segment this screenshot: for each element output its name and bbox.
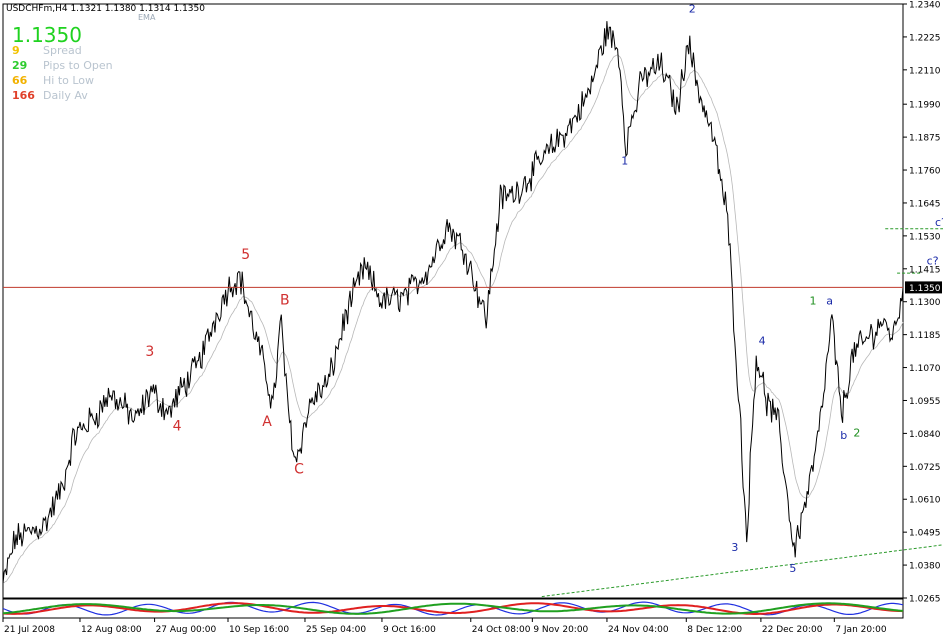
wave-label: b bbox=[840, 429, 847, 442]
x-tick-label: 7 Jan 20:00 bbox=[835, 625, 887, 635]
y-tick-label: 1.0265 bbox=[909, 595, 941, 605]
stat-label: Hi to Low bbox=[43, 74, 95, 87]
x-tick-label: 24 Nov 04:00 bbox=[608, 625, 669, 635]
current-price-badge-label: 1.1350 bbox=[909, 284, 941, 294]
x-tick-label: 9 Oct 16:00 bbox=[383, 625, 436, 635]
y-tick-label: 1.2340 bbox=[909, 1, 941, 11]
wave-label: 3 bbox=[731, 541, 738, 554]
wave-label: c? bbox=[927, 255, 939, 268]
current-price-line: 1.1350 bbox=[3, 281, 942, 294]
y-tick-label: 1.1760 bbox=[909, 167, 941, 177]
y-tick-label: 1.1990 bbox=[909, 101, 941, 111]
stat-hi-to-low: 66 Hi to Low bbox=[12, 74, 94, 87]
y-tick-label: 1.1415 bbox=[909, 265, 941, 275]
wave-label: 4 bbox=[759, 335, 766, 348]
x-tick-label: 24 Oct 08:00 bbox=[472, 625, 531, 635]
trendlines bbox=[541, 228, 943, 598]
price-series bbox=[2, 21, 904, 584]
wave-label: 1 bbox=[810, 295, 817, 308]
stat-value: 66 bbox=[12, 74, 28, 87]
y-tick-label: 1.0495 bbox=[909, 529, 941, 539]
x-tick-label: 12 Aug 08:00 bbox=[81, 625, 142, 635]
stat-label: Pips to Open bbox=[43, 59, 113, 72]
wave-label: 2 bbox=[853, 426, 860, 439]
x-tick-label: 25 Sep 04:00 bbox=[306, 625, 366, 635]
wave-labels: 3 4 5 B A C 1 2 3 4 5 a b c? c? 1 2 bbox=[145, 3, 943, 576]
y-tick-label: 1.0380 bbox=[909, 562, 941, 572]
y-tick-label: 1.1530 bbox=[909, 232, 941, 242]
x-tick-label: 27 Aug 00:00 bbox=[156, 625, 217, 635]
stat-value: 29 bbox=[12, 59, 28, 72]
wave-label: 4 bbox=[173, 419, 182, 435]
price-line bbox=[2, 21, 904, 584]
oscillator-line bbox=[2, 602, 904, 615]
wave-label: A bbox=[262, 414, 272, 430]
x-tick-label: 8 Dec 12:00 bbox=[687, 625, 742, 635]
symbol-line: USDCHFm,H4 1.1321 1.1380 1.1314 1.1350 bbox=[6, 4, 205, 14]
x-tick-label: 22 Dec 20:00 bbox=[762, 625, 823, 635]
wave-label: 1 bbox=[621, 154, 628, 167]
stat-pips-to-open: 29 Pips to Open bbox=[12, 59, 113, 72]
plot-frame bbox=[2, 3, 904, 599]
x-tick-label: 21 Jul 2008 bbox=[4, 625, 55, 635]
stat-spread: 9 Spread bbox=[12, 44, 82, 57]
oscillator-line bbox=[2, 602, 904, 615]
x-tick-label: 10 Sep 16:00 bbox=[229, 625, 289, 635]
wave-label: c? bbox=[935, 216, 943, 229]
stat-label: Spread bbox=[43, 44, 82, 57]
y-tick-label: 1.1070 bbox=[909, 364, 941, 374]
y-tick-label: 1.0610 bbox=[909, 496, 941, 506]
y-tick-label: 1.1300 bbox=[909, 298, 941, 308]
stat-daily-av: 166 Daily Av bbox=[12, 89, 88, 102]
y-axis: 1.2340 1.2225 1.2110 1.1990 1.1875 1.1760 1.16… bbox=[903, 1, 941, 605]
x-axis: 21 Jul 2008 12 Aug 08:00 27 Aug 00:00 10 Se… bbox=[2, 618, 887, 635]
y-tick-label: 1.0840 bbox=[909, 430, 941, 440]
ema-label: EMA bbox=[138, 13, 156, 22]
stat-label: Daily Av bbox=[43, 89, 88, 102]
wave-label: B bbox=[280, 293, 290, 309]
current-price-big: 1.1350 bbox=[12, 23, 82, 47]
y-tick-label: 1.1645 bbox=[909, 199, 941, 209]
oscillator-panel bbox=[2, 601, 904, 616]
y-tick-label: 1.2110 bbox=[909, 66, 941, 76]
wave-label: 5 bbox=[789, 562, 796, 575]
wave-label: 3 bbox=[145, 344, 154, 360]
y-tick-label: 1.1185 bbox=[909, 331, 941, 341]
wave-label: a bbox=[826, 295, 833, 308]
y-tick-label: 1.0725 bbox=[909, 463, 941, 473]
stat-value: 166 bbox=[12, 89, 35, 102]
x-tick-label: 9 Nov 20:00 bbox=[533, 625, 588, 635]
current-price-badge bbox=[905, 281, 942, 294]
wave-label: 5 bbox=[241, 247, 250, 263]
ema-line bbox=[2, 54, 904, 584]
y-tick-label: 1.0955 bbox=[909, 397, 941, 407]
wave-label: 2 bbox=[689, 3, 696, 16]
y-tick-label: 1.1875 bbox=[909, 134, 941, 144]
wave-label: C bbox=[294, 461, 304, 477]
stat-value: 9 bbox=[12, 44, 20, 57]
y-tick-label: 1.2225 bbox=[909, 33, 941, 43]
